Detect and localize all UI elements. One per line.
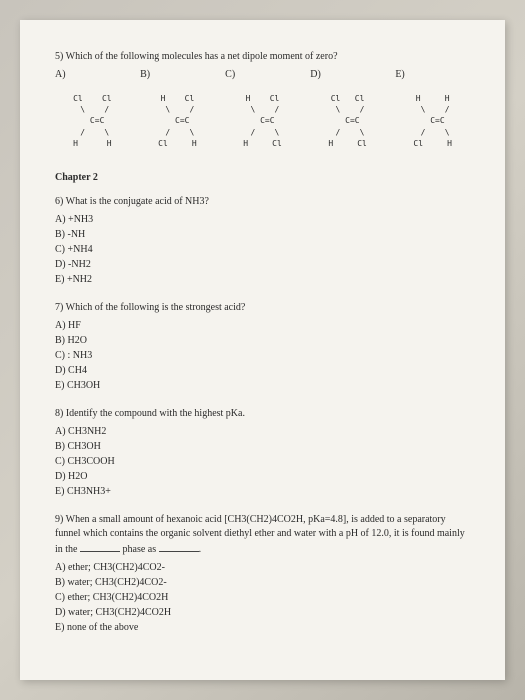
worksheet-page: 5) Which of the following molecules has … [20,20,505,680]
q8-opt-b: B) CH3OH [55,440,470,454]
q5-label-a: A) [55,68,130,82]
q9-blank-2 [159,541,199,552]
q8-opt-d: D) H2O [55,470,470,484]
q5-mol-b: H Cl \ / C=C / \ Cl H [140,93,215,149]
q5-mol-c: H Cl \ / C=C / \ H Cl [225,93,300,149]
q5-label-d: D) [310,68,385,82]
q8-opt-a: A) CH3NH2 [55,425,470,439]
q7-opt-b: B) H2O [55,334,470,348]
question-8: 8) Identify the compound with the highes… [55,407,470,499]
q5-mol-e: H H \ / C=C / \ Cl H [395,93,470,149]
q9-text: 9) When a small amount of hexanoic acid … [55,513,470,557]
q5-mol-a: Cl Cl \ / C=C / \ H H [55,93,130,149]
q9-opt-a: A) ether; CH3(CH2)4CO2- [55,561,470,575]
q9-opt-c: C) ether; CH3(CH2)4CO2H [55,591,470,605]
chapter-heading: Chapter 2 [55,171,470,185]
q7-opt-d: D) CH4 [55,364,470,378]
q8-opt-e: E) CH3NH3+ [55,485,470,499]
q5-label-c: C) [225,68,300,82]
q5-label-b: B) [140,68,215,82]
q9-blank-1 [80,541,120,552]
q6-opt-b: B) -NH [55,228,470,242]
question-6: 6) What is the conjugate acid of NH3? A)… [55,195,470,287]
q5-label-e: E) [395,68,470,82]
q6-opt-e: E) +NH2 [55,273,470,287]
q7-opt-e: E) CH3OH [55,379,470,393]
q6-opt-c: C) +NH4 [55,243,470,257]
q6-opt-a: A) +NH3 [55,213,470,227]
q9-opt-d: D) water; CH3(CH2)4CO2H [55,606,470,620]
q8-text: 8) Identify the compound with the highes… [55,407,470,421]
q9-opt-e: E) none of the above [55,621,470,635]
q7-text: 7) Which of the following is the stronge… [55,301,470,315]
q7-opt-a: A) HF [55,319,470,333]
q8-opt-c: C) CH3COOH [55,455,470,469]
q5-molecules: Cl Cl \ / C=C / \ H H H Cl \ / C=C / \ C… [55,85,470,157]
q6-opt-d: D) -NH2 [55,258,470,272]
q5-mol-d: Cl Cl \ / C=C / \ H Cl [310,93,385,149]
question-9: 9) When a small amount of hexanoic acid … [55,513,470,635]
question-7: 7) Which of the following is the stronge… [55,301,470,393]
q9-opt-b: B) water; CH3(CH2)4CO2- [55,576,470,590]
q5-text: 5) Which of the following molecules has … [55,50,470,64]
question-5: 5) Which of the following molecules has … [55,50,470,157]
q7-opt-c: C) : NH3 [55,349,470,363]
q6-text: 6) What is the conjugate acid of NH3? [55,195,470,209]
q5-option-labels: A) B) C) D) E) [55,68,470,82]
q9-text-mid: phase as [120,544,159,555]
q9-text-post: . [199,544,202,555]
